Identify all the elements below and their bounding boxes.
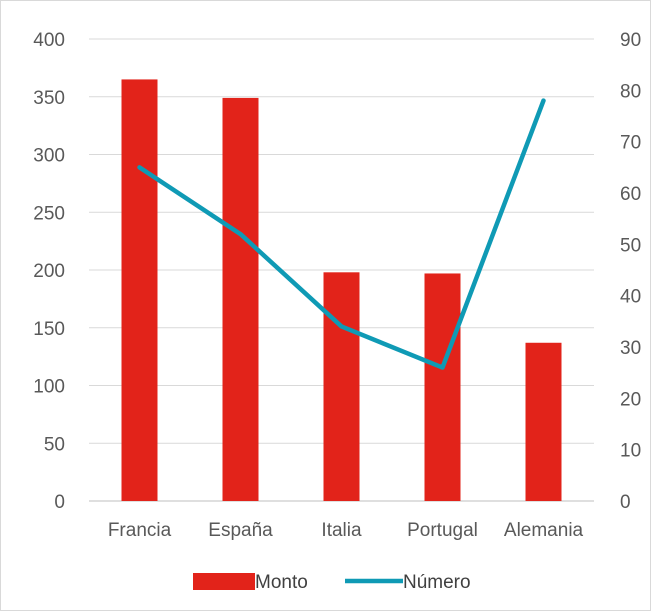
left-axis-tick: 0 [54, 492, 65, 513]
left-axis-tick: 150 [33, 319, 65, 340]
x-axis-tick: Alemania [504, 520, 584, 541]
left-axis-tick: 100 [33, 377, 65, 398]
x-axis-labels: Francia España Italia Portugal Alemania [108, 520, 584, 541]
left-axis-tick: 50 [44, 434, 65, 455]
left-axis-tick: 250 [33, 203, 65, 224]
legend-label-monto: Monto [255, 572, 308, 593]
x-axis-tick: Francia [108, 520, 172, 541]
right-axis-tick: 60 [620, 184, 641, 205]
left-axis-tick: 200 [33, 261, 65, 282]
bar-españa [222, 97, 259, 501]
legend-label-numero: Número [403, 572, 471, 593]
right-axis-tick: 40 [620, 287, 641, 308]
gridlines [89, 38, 594, 502]
line-series-numero [137, 98, 546, 370]
right-axis-tick: 20 [620, 389, 641, 410]
right-axis-tick: 10 [620, 441, 641, 462]
x-axis-tick: Portugal [407, 520, 478, 541]
legend: Monto Número [193, 572, 471, 593]
right-axis-tick: 90 [620, 30, 641, 51]
left-axis-tick: 300 [33, 146, 65, 167]
bar-series-monto [121, 79, 562, 502]
bar-italia [323, 272, 360, 501]
right-axis-tick: 50 [620, 235, 641, 256]
left-axis-ticks: 0 50 100 150 200 250 300 350 400 [33, 30, 65, 513]
left-axis-tick: 350 [33, 88, 65, 109]
bar-portugal [424, 273, 461, 501]
right-axis-tick: 30 [620, 338, 641, 359]
right-axis-ticks: 0 10 20 30 40 50 60 70 80 90 [620, 30, 641, 513]
right-axis-tick: 70 [620, 133, 641, 154]
right-axis-tick: 80 [620, 81, 641, 102]
left-axis-tick: 400 [33, 30, 65, 51]
legend-swatch-monto [193, 573, 255, 590]
x-axis-tick: Italia [321, 520, 362, 541]
x-axis-tick: España [208, 520, 273, 541]
right-axis-tick: 0 [620, 492, 631, 513]
bar-alemania [525, 342, 562, 501]
bar-francia [121, 79, 158, 502]
